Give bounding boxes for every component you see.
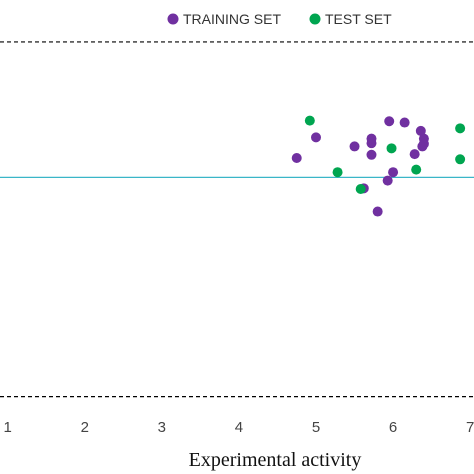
test-point xyxy=(355,183,366,194)
training-point xyxy=(388,167,399,178)
x-tick-label: 6 xyxy=(389,419,397,436)
x-tick-label: 1 xyxy=(4,419,12,436)
training-point xyxy=(366,138,377,149)
training-point xyxy=(372,206,383,217)
legend: TRAINING SET TEST SET xyxy=(167,11,392,27)
training-point xyxy=(399,117,410,128)
training-point xyxy=(349,141,360,152)
training-point xyxy=(291,153,302,164)
training-point xyxy=(366,149,377,160)
test-point xyxy=(332,167,343,178)
training-point xyxy=(409,149,420,160)
x-tick-label: 2 xyxy=(81,419,89,436)
test-point xyxy=(386,143,397,154)
training-point xyxy=(418,138,429,149)
x-tick-label: 3 xyxy=(158,419,166,436)
test-point xyxy=(304,115,315,126)
training-point xyxy=(384,116,395,127)
training-point xyxy=(311,132,321,143)
x-tick-label: 4 xyxy=(235,419,243,436)
x-axis-title: Experimental activity xyxy=(189,449,362,471)
data-points xyxy=(291,115,466,217)
test-point xyxy=(455,154,466,165)
legend-marker-training xyxy=(167,13,179,25)
x-tick-labels: 1 2 3 4 5 6 7 xyxy=(4,419,474,436)
legend-marker-test xyxy=(309,13,321,25)
test-point xyxy=(455,123,466,134)
x-tick-label: 7 xyxy=(466,419,474,436)
legend-label-training: TRAINING SET xyxy=(183,11,281,27)
x-tick-label: 5 xyxy=(312,419,320,436)
training-point xyxy=(382,175,393,186)
reference-lines xyxy=(0,41,474,398)
legend-label-test: TEST SET xyxy=(325,11,392,27)
test-point xyxy=(411,164,422,175)
training-point xyxy=(415,125,426,136)
